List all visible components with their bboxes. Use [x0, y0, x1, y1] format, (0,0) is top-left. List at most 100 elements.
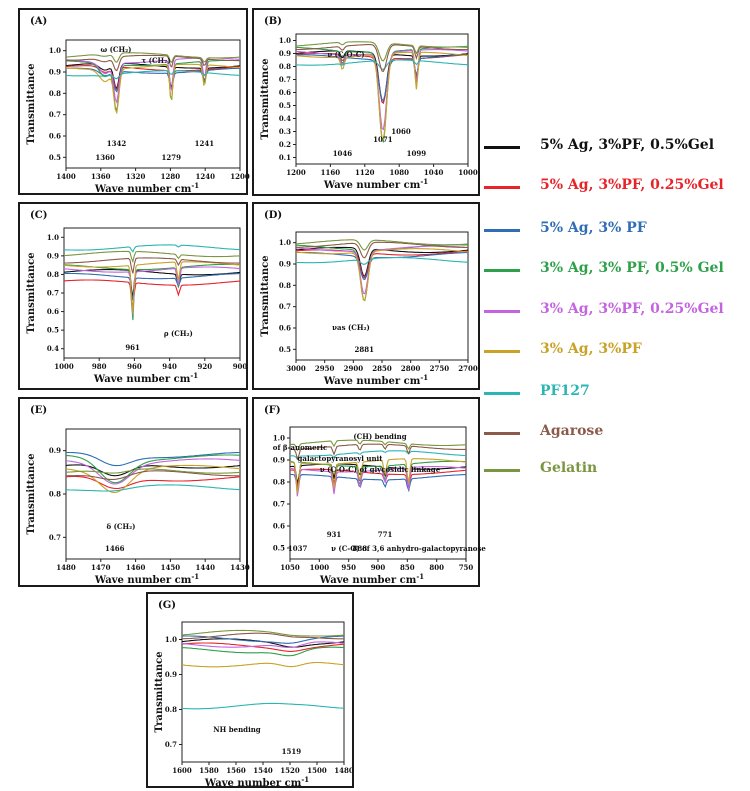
chart-f: (F) 1050 1000 950 900 850 800 750 0.5 0.6 0.7 0.8 0.… [264, 405, 486, 586]
series-line [181, 642, 345, 652]
legend-label: 5% Ag, 3% PF [540, 220, 647, 236]
series-line [65, 475, 241, 490]
x-tick-label: 1480 [56, 563, 76, 572]
x-tick-label: 1280 [161, 172, 181, 181]
chart-a: (A) 1400 1360 1320 1280 1240 1200 0.5 0.6 0.7 0.8 0… [26, 16, 250, 195]
legend-label: Gelatin [540, 460, 598, 476]
panel-d: (D) 3000 2950 2900 2850 2800 2750 2700 0.5 0.6 0.7… [252, 202, 480, 390]
peak-annotation: 888 [353, 544, 368, 553]
panel-label: (F) [264, 405, 281, 416]
x-tick-label: 1480 [334, 766, 354, 775]
x-axis-label-sup: -1 [190, 371, 198, 380]
legend-item: 3% Ag, 3% PF, 0.5% Gel [480, 259, 748, 281]
series-line [181, 629, 345, 637]
y-axis-label: Transmittance [26, 453, 37, 534]
series-line [295, 51, 469, 141]
x-axis-label-sup: -1 [420, 177, 428, 186]
x-tick-label: 1600 [172, 766, 192, 775]
legend-item: 3% Ag, 3%PF [480, 340, 748, 362]
panel-c: (C) 1000 980 960 940 920 900 0.4 0.5 0.6 0.7 0.8 0.9… [18, 202, 248, 390]
peak-annotation: 1099 [407, 149, 427, 158]
y-tick-label: 0.7 [49, 110, 61, 119]
legend-label: 3% Ag, 3%PF [540, 341, 642, 357]
y-tick-label: 0.6 [49, 132, 61, 141]
series-line [295, 44, 468, 73]
x-tick-label: 900 [371, 563, 386, 572]
series-line [295, 49, 469, 131]
series-line [181, 632, 344, 640]
peak-annotation: 1037 [288, 544, 308, 553]
series-line [63, 269, 241, 299]
x-tick-label: 2700 [458, 364, 478, 373]
legend-label: 3% Ag, 3% PF, 0.5% Gel [540, 260, 724, 276]
legend-label: Agarose [540, 423, 604, 439]
x-tick-label: 1460 [126, 563, 146, 572]
series-line [63, 257, 240, 274]
y-tick-label: 0.1 [279, 153, 291, 162]
chart-e: (E) 1480 1470 1460 1450 1440 1430 0.7 0.8 0.9 Wave… [26, 405, 250, 586]
peak-annotation: 931 [327, 530, 342, 539]
peak-annotation: δ (CH₂) [107, 522, 136, 531]
y-tick-label: 0.8 [279, 62, 291, 71]
series-line [64, 272, 240, 301]
panel-label: (G) [158, 600, 176, 611]
y-tick-label: 0.6 [279, 88, 291, 97]
y-tick-label: 0.8 [273, 478, 285, 487]
x-tick-label: 1080 [389, 168, 409, 177]
y-tick-label: 0.8 [165, 705, 177, 714]
y-tick-label: 0.2 [279, 140, 291, 149]
peak-annotation: 1342 [107, 139, 127, 148]
x-axis-label: Wave number cm-1 [323, 177, 428, 191]
x-tick-label: 1560 [226, 766, 246, 775]
x-tick-label: 1120 [355, 168, 375, 177]
series-line [66, 451, 240, 467]
x-tick-label: 1440 [195, 563, 215, 572]
x-tick-label: 800 [429, 563, 444, 572]
y-axis-label: Transmittance [26, 252, 37, 333]
y-tick-label: 0.9 [49, 68, 61, 77]
plot-frame [65, 428, 241, 560]
series-line [295, 239, 469, 251]
legend-item: PF127 [480, 382, 748, 404]
peak-annotation: 1360 [95, 153, 115, 162]
y-tick-label: 0.7 [273, 500, 285, 509]
y-tick-label: 0.6 [47, 307, 59, 316]
y-tick-label: 0.9 [47, 251, 59, 260]
plot-frame [65, 39, 241, 169]
series-line [289, 450, 467, 460]
series-line [289, 458, 467, 494]
y-tick-label: 0.6 [279, 324, 291, 333]
series-line [289, 439, 467, 452]
peak-annotation: ν (C-O-C) of glycosidic linkage [320, 465, 441, 474]
y-tick-label: 1.0 [49, 46, 61, 55]
x-axis-label-sup: -1 [191, 572, 199, 581]
legend-label: 5% Ag, 3%PF, 0.5%Gel [540, 137, 715, 153]
x-axis-label: Wave number cm-1 [94, 572, 199, 586]
legend-swatch [484, 146, 520, 149]
x-tick-label: 1320 [126, 172, 146, 181]
peak-annotation: of β-anomeric [273, 443, 327, 452]
x-axis-label-sup: -1 [191, 181, 199, 190]
y-tick-label: 0.9 [273, 456, 285, 465]
series-line [295, 41, 469, 62]
x-tick-label: 1470 [91, 563, 111, 572]
legend-label: 3% Ag, 3%PF, 0.25%Gel [540, 301, 724, 317]
x-tick-label: 2850 [372, 364, 392, 373]
peak-annotation: ν (C-O) of 3,6 anhydro-galactopyranose [331, 544, 486, 553]
panel-label: (E) [30, 405, 47, 416]
legend-swatch [484, 186, 520, 189]
y-tick-label: 0.9 [279, 260, 291, 269]
series-line [295, 50, 469, 104]
series-line [290, 443, 466, 461]
x-tick-label: 1240 [195, 172, 215, 181]
y-tick-label: 1.0 [47, 233, 59, 242]
legend-swatch [484, 350, 520, 353]
series-line [289, 473, 466, 493]
x-tick-label: 1000 [458, 168, 478, 177]
peak-annotation: νas (CH₂) [332, 323, 370, 332]
x-tick-label: 950 [341, 563, 356, 572]
peak-annotation: τ (CH₂) [141, 56, 170, 65]
legend-label: PF127 [540, 383, 590, 399]
series-line [63, 266, 241, 315]
y-tick-label: 0.5 [49, 153, 61, 162]
